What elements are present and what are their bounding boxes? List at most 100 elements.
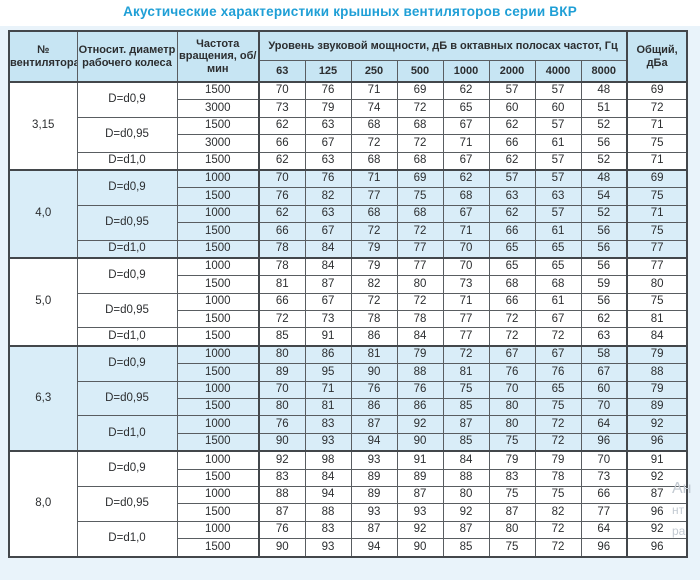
sound-level-cell: 67	[442, 204, 490, 224]
table-row: 1500 81 87 82 80 73 68 68 59 80	[9, 275, 688, 294]
total-level-cell: 69	[626, 168, 688, 189]
sound-level-cell: 68	[350, 151, 398, 171]
total-level-cell: 71	[626, 151, 688, 171]
sound-level-cell: 65	[534, 256, 582, 277]
table-row: 1500 87 88 93 93 92 87 82 77 96	[9, 503, 688, 522]
sound-level-cell: 80	[442, 485, 490, 505]
sound-level-cell: 65	[534, 239, 582, 259]
sound-level-cell: 77	[442, 327, 490, 347]
sound-level-cell: 52	[580, 116, 628, 136]
sound-level-cell: 96	[580, 432, 628, 452]
sound-level-cell: 87	[396, 485, 444, 505]
header-band-250: 250	[350, 60, 398, 83]
sound-level-cell: 92	[396, 415, 444, 434]
speed-cell: 1000	[176, 256, 260, 277]
sound-level-cell: 77	[396, 256, 444, 277]
sound-level-cell: 73	[258, 99, 306, 118]
header-diameter: Относит. диаметр рабочего колеса	[76, 30, 178, 83]
sound-level-cell: 61	[534, 292, 582, 312]
header-band-125: 125	[304, 60, 352, 83]
speed-cell: 1500	[176, 468, 260, 487]
sound-level-cell: 73	[304, 310, 352, 329]
speed-cell: 1500	[176, 81, 260, 101]
total-level-cell: 92	[626, 415, 688, 434]
diameter-cell: D=d0,95	[76, 380, 178, 417]
sound-level-cell: 87	[350, 415, 398, 434]
sound-level-cell: 54	[580, 187, 628, 206]
sound-level-cell: 60	[488, 99, 536, 118]
sound-level-cell: 87	[350, 520, 398, 540]
sound-level-cell: 77	[396, 239, 444, 259]
sound-level-cell: 80	[396, 275, 444, 294]
speed-cell: 1500	[176, 187, 260, 206]
speed-cell: 1500	[176, 239, 260, 259]
sound-level-cell: 88	[396, 363, 444, 382]
diameter-cell: D=d0,9	[76, 256, 178, 294]
total-level-cell: 77	[626, 256, 688, 277]
sound-level-cell: 72	[488, 310, 536, 329]
total-level-cell: 84	[626, 327, 688, 347]
speed-cell: 1000	[176, 204, 260, 224]
total-level-cell: 81	[626, 310, 688, 329]
sound-level-cell: 57	[534, 168, 582, 189]
sound-level-cell: 67	[304, 292, 352, 312]
sound-level-cell: 48	[580, 168, 628, 189]
speed-cell: 3000	[176, 134, 260, 153]
sound-level-cell: 85	[442, 398, 490, 417]
page-title: Акустические характеристики крышных вент…	[123, 4, 577, 19]
total-level-cell: 79	[626, 344, 688, 365]
sound-level-cell: 88	[442, 468, 490, 487]
sound-level-cell: 77	[580, 503, 628, 522]
speed-cell: 1500	[176, 151, 260, 171]
sound-level-cell: 68	[442, 187, 490, 206]
speed-cell: 1500	[176, 503, 260, 522]
sound-level-cell: 95	[304, 363, 352, 382]
octave-band-header-row: 63 125 250 500 1000 2000 4000 8000	[9, 60, 687, 83]
sound-level-cell: 72	[534, 415, 582, 434]
sound-level-cell: 57	[534, 116, 582, 136]
sound-level-cell: 66	[258, 222, 306, 241]
sound-level-cell: 89	[350, 468, 398, 487]
sound-level-cell: 85	[442, 432, 490, 452]
sound-level-cell: 70	[258, 380, 306, 400]
total-level-cell: 92	[626, 520, 688, 540]
sound-level-cell: 79	[488, 450, 536, 470]
sound-level-cell: 62	[442, 168, 490, 189]
total-level-cell: 71	[626, 204, 688, 224]
table-row: 3000 73 79 74 72 65 60 60 51 72	[9, 99, 688, 118]
sound-level-cell: 62	[488, 116, 536, 136]
sound-level-cell: 82	[304, 187, 352, 206]
total-level-cell: 91	[626, 450, 688, 470]
sound-level-cell: 56	[580, 134, 628, 153]
sound-level-cell: 66	[258, 134, 306, 153]
sound-level-cell: 90	[258, 538, 306, 558]
sound-level-cell: 87	[442, 520, 490, 540]
sound-level-cell: 71	[304, 380, 352, 400]
sound-level-cell: 80	[488, 398, 536, 417]
diameter-cell: D=d0,9	[76, 450, 178, 487]
sound-level-cell: 88	[258, 485, 306, 505]
speed-cell: 1000	[176, 415, 260, 434]
total-level-cell: 77	[626, 239, 688, 259]
sound-level-cell: 67	[580, 363, 628, 382]
sound-level-cell: 62	[258, 116, 306, 136]
table-header: № вентилятора Относит. диаметр рабочего …	[8, 30, 688, 83]
sound-level-cell: 70	[258, 81, 306, 101]
sound-level-cell: 76	[258, 187, 306, 206]
sound-level-cell: 67	[442, 151, 490, 171]
sound-level-cell: 70	[258, 168, 306, 189]
sound-level-cell: 71	[350, 81, 398, 101]
sound-level-cell: 86	[350, 327, 398, 347]
sound-level-cell: 98	[304, 450, 352, 470]
sound-level-cell: 80	[488, 415, 536, 434]
speed-cell: 1000	[176, 344, 260, 365]
total-level-cell: 92	[626, 468, 688, 487]
sound-level-cell: 91	[304, 327, 352, 347]
sound-level-cell: 68	[350, 116, 398, 136]
sound-level-cell: 64	[580, 520, 628, 540]
sound-level-cell: 68	[396, 204, 444, 224]
sound-level-cell: 94	[350, 432, 398, 452]
table-row: 1500 90 93 94 90 85 75 72 96 96	[9, 432, 688, 452]
diameter-cell: D=d0,9	[76, 168, 178, 206]
sound-level-cell: 83	[304, 415, 352, 434]
